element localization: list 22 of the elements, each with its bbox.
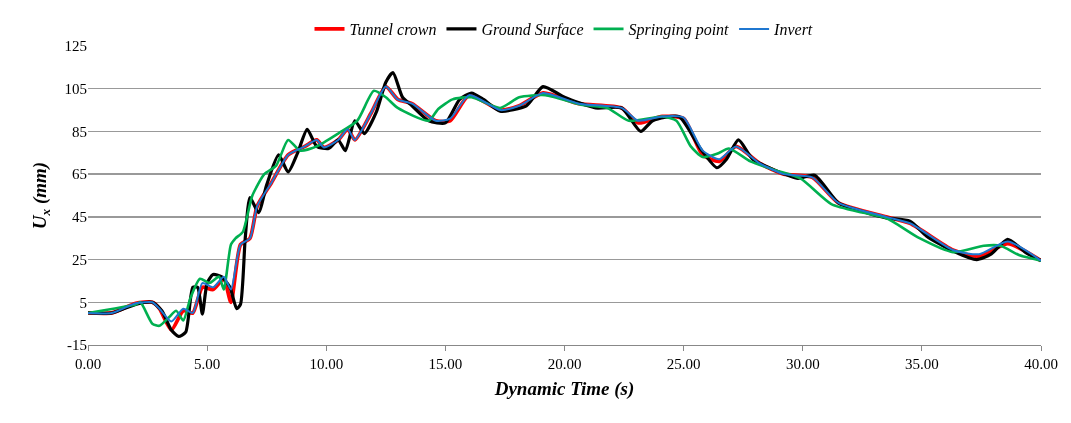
y-tick-label: 25 bbox=[72, 251, 87, 268]
x-tick-label: 5.00 bbox=[194, 356, 221, 372]
legend-label: Invert bbox=[773, 21, 813, 39]
x-tick-label: 35.00 bbox=[905, 356, 939, 372]
x-tick-label: 0.00 bbox=[74, 356, 102, 372]
y-tick-label: 105 bbox=[64, 80, 87, 97]
x-axis-title: Dynamic Time (s) bbox=[493, 377, 635, 400]
legend-label: Ground Surface bbox=[481, 21, 584, 40]
y-tick-label: -15 bbox=[67, 337, 87, 354]
y-tick-label: 125 bbox=[64, 38, 87, 55]
x-tick-label: 15.00 bbox=[428, 356, 463, 372]
legend-label: Tunnel crown bbox=[349, 21, 437, 39]
x-tick-label: 40.00 bbox=[1024, 356, 1058, 372]
x-tick-label: 10.00 bbox=[309, 356, 344, 372]
y-tick-label: 65 bbox=[72, 166, 87, 183]
legend-label: Springing point bbox=[628, 21, 730, 40]
y-tick-label: 45 bbox=[72, 209, 87, 226]
x-tick-label: 30.00 bbox=[785, 356, 820, 372]
y-tick-label: 5 bbox=[79, 294, 87, 311]
x-tick-label: 25.00 bbox=[666, 356, 701, 372]
x-tick-label: 20.00 bbox=[547, 356, 582, 372]
y-tick-label: 85 bbox=[72, 123, 87, 140]
